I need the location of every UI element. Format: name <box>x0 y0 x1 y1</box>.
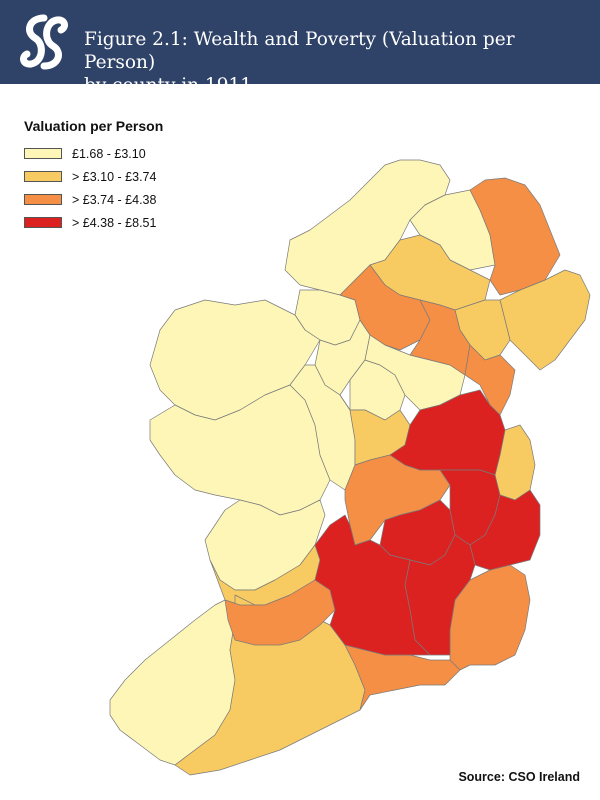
map-legend: Valuation per Person £1.68 - £3.10 > £3.… <box>24 118 163 236</box>
legend-item-3: > £3.74 - £4.38 <box>24 190 163 209</box>
header-banner: Figure 2.1: Wealth and Poverty (Valuatio… <box>0 0 600 96</box>
county-galway <box>149 384 331 516</box>
legend-label-3: > £3.74 - £4.38 <box>72 192 157 207</box>
legend-item-2: > £3.10 - £3.74 <box>24 167 163 186</box>
legend-swatch-3 <box>24 194 62 205</box>
county-louth <box>464 344 516 416</box>
figure-title: Figure 2.1: Wealth and Poverty (Valuatio… <box>84 28 584 97</box>
legend-label-2: > £3.10 - £3.74 <box>72 169 157 184</box>
legend-item-4: > £4.38 - £8.51 <box>24 213 163 232</box>
legend-item-1: £1.68 - £3.10 <box>24 144 163 163</box>
legend-label-1: £1.68 - £3.10 <box>72 146 146 161</box>
county-down <box>499 269 591 371</box>
county-meath <box>389 389 506 476</box>
source-credit: Source: CSO Ireland <box>458 770 580 784</box>
legend-swatch-1 <box>24 148 62 159</box>
legend-label-4: > £4.38 - £8.51 <box>72 215 157 230</box>
county-carlow-wicklow <box>469 489 541 571</box>
ireland-county-map <box>109 159 591 776</box>
cso-logo-icon <box>20 14 68 70</box>
county-monaghan <box>409 299 471 376</box>
county-antrim <box>469 177 561 296</box>
legend-swatch-4 <box>24 217 62 228</box>
title-line-2: by county in 1911 <box>84 75 253 96</box>
legend-title: Valuation per Person <box>24 118 164 134</box>
legend-swatch-2 <box>24 171 62 182</box>
county-tipperary-north-riding <box>224 579 336 646</box>
county-tipperary <box>314 514 431 656</box>
title-line-1: Figure 2.1: Wealth and Poverty (Valuatio… <box>84 29 515 73</box>
